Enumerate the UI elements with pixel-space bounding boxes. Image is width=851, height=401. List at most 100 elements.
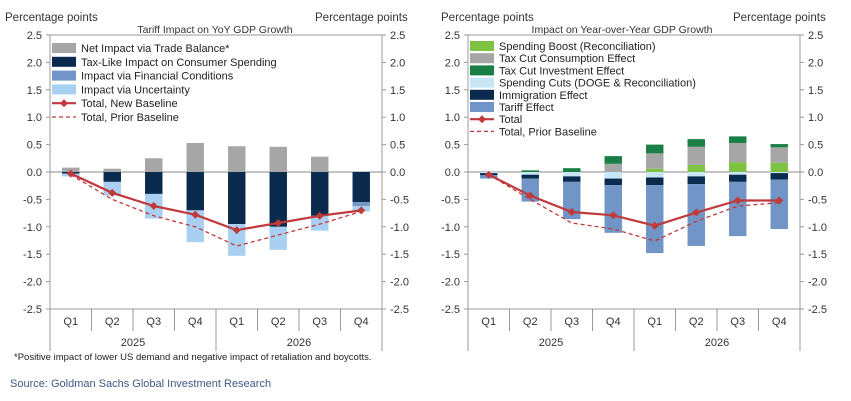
bar-segment-s4-6 [269, 226, 287, 250]
bar-segment-s6-4 [604, 185, 622, 233]
bar-segment-s6-5 [646, 185, 664, 254]
y-tick-label-left: 1.0 [445, 112, 460, 124]
bar-segment-s4-7 [311, 215, 329, 231]
bar-segment-s2-3 [145, 172, 163, 194]
y-tick-label-left: -2.5 [23, 304, 42, 316]
y-tick-label-right: -1.0 [390, 222, 409, 234]
legend-swatch-2 [470, 53, 494, 64]
y-tick-label-left: 1.5 [445, 85, 460, 97]
x-tick-label-3: Q3 [146, 316, 161, 328]
x-tick-label-4: Q4 [606, 316, 621, 328]
footnote: *Positive impact of lower US demand and … [14, 352, 372, 363]
y-tick-label-right: -1.0 [808, 222, 827, 234]
legend-label-4: Impact via Uncertainty [81, 84, 190, 96]
legend-label-1: Net Impact via Trade Balance* [81, 43, 230, 55]
x-tick-label-2: Q2 [105, 316, 120, 328]
line-total-marker-7 [315, 211, 324, 220]
line-prior-baseline [70, 174, 362, 247]
y-tick-label-right: -1.5 [808, 249, 827, 261]
legend-swatch-3 [52, 70, 76, 81]
bar-segment-s1-2 [103, 168, 121, 172]
y-axis-label-left: Percentage points [441, 12, 534, 24]
x-year-label-2025: 2025 [121, 337, 145, 349]
line-prior-baseline [488, 174, 780, 242]
bar-segment-s6-2 [521, 178, 539, 202]
x-year-label-2026: 2026 [287, 337, 311, 349]
bar-segment-s5-6 [687, 176, 705, 185]
x-year-label-2026: 2026 [705, 337, 729, 349]
legend-swatch-1 [470, 41, 494, 51]
x-tick-label-6: Q2 [271, 316, 286, 328]
legend-label-2: Tax-Like Impact on Consumer Spending [81, 57, 277, 69]
bar-segment-s2-2 [103, 172, 121, 182]
bar-segment-s4-3 [563, 172, 581, 177]
line-total [70, 172, 362, 232]
bar-segment-s3-8 [352, 202, 370, 206]
legend-label-5: Immigration Effect [499, 90, 587, 102]
legend-label-6: Total, Prior Baseline [81, 112, 179, 124]
bar-segment-s1-7 [311, 156, 329, 172]
y-tick-label-left: -1.5 [23, 249, 42, 261]
y-tick-label-right: 0.5 [390, 140, 405, 152]
y-tick-label-left: 2.0 [27, 57, 42, 69]
x-year-label-2025: 2025 [539, 337, 563, 349]
y-tick-label-right: 1.5 [390, 85, 405, 97]
x-tick-label-5: Q1 [647, 316, 662, 328]
legend-label-8: Total, Prior Baseline [499, 126, 597, 138]
bar-segment-s3-7 [729, 136, 747, 143]
y-tick-label-right: 0.0 [390, 167, 405, 179]
y-tick-label-left: 0.5 [445, 140, 460, 152]
y-tick-label-left: -1.5 [441, 249, 460, 261]
bar-segment-s4-2 [103, 181, 121, 196]
line-total-marker-6 [274, 218, 283, 227]
bar-segment-s3-5 [646, 144, 664, 154]
bar-segment-s2-4 [604, 163, 622, 172]
bar-segment-s2-8 [352, 172, 370, 203]
legend-label-2: Tax Cut Consumption Effect [499, 53, 635, 65]
y-tick-label-right: 2.5 [390, 30, 405, 42]
bar-segment-s2-7 [729, 142, 747, 163]
bar-segment-s3-2 [521, 170, 539, 172]
x-tick-label-8: Q4 [354, 316, 369, 328]
bar-segment-s1-5 [228, 146, 246, 172]
chart-title: Impact on Year-over-Year GDP Growth [532, 24, 713, 36]
legend-swatch-3 [470, 65, 494, 76]
bar-segment-s1-6 [687, 164, 705, 172]
y-tick-label-left: 2.5 [27, 30, 42, 42]
legend-swatch-4 [470, 77, 494, 88]
y-tick-label-right: 2.5 [808, 30, 823, 42]
y-axis-label-right: Percentage points [315, 12, 408, 24]
bar-segment-s3-4 [604, 156, 622, 164]
legend-label-1: Spending Boost (Reconciliation) [499, 41, 656, 53]
x-tick-label-4: Q4 [188, 316, 203, 328]
legend-label-7: Total [499, 114, 522, 126]
line-total-marker-6 [692, 208, 701, 217]
legend-label-4: Spending Cuts (DOGE & Reconciliation) [499, 78, 696, 90]
legend-swatch-6 [470, 102, 494, 112]
bar-segment-s4-5 [646, 172, 664, 178]
legend-swatch-marker-5 [60, 99, 68, 108]
y-tick-label-right: 0.5 [808, 140, 823, 152]
legend-swatch-1 [52, 43, 76, 53]
legend-label-3: Impact via Financial Conditions [81, 71, 234, 83]
bar-segment-s5-8 [770, 173, 788, 180]
bar-segment-s6-7 [729, 181, 747, 237]
legend-swatch-4 [52, 84, 76, 95]
bar-segment-s1-8 [770, 162, 788, 172]
bar-segment-s5-4 [604, 178, 622, 186]
chart-title: Tariff Impact on YoY GDP Growth [137, 24, 292, 36]
bar-segment-s5-3 [563, 176, 581, 182]
y-tick-label-left: -2.0 [23, 277, 42, 289]
y-tick-label-left: 0.5 [27, 140, 42, 152]
y-tick-label-left: -1.0 [23, 222, 42, 234]
y-tick-label-right: 1.0 [808, 112, 823, 124]
bar-segment-s1-7 [729, 162, 747, 172]
y-tick-label-left: -1.0 [441, 222, 460, 234]
y-tick-label-left: -0.5 [23, 194, 42, 206]
bar-segment-s3-3 [563, 168, 581, 172]
y-tick-label-left: 0.0 [27, 167, 42, 179]
line-total-marker-3 [567, 208, 576, 217]
x-tick-label-7: Q3 [730, 316, 745, 328]
bar-segment-s5-7 [729, 174, 747, 182]
bar-segment-s4-8 [770, 172, 788, 174]
